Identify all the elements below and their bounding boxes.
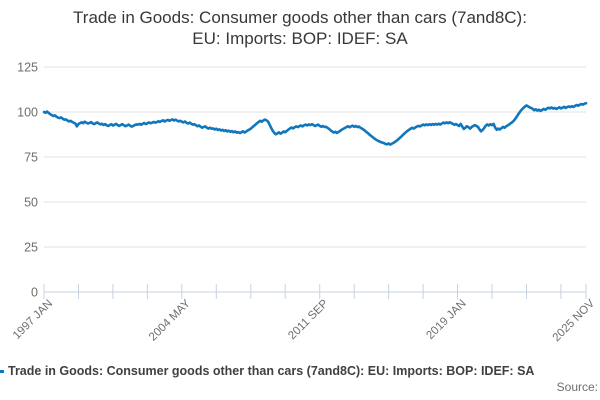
x-tick-label: 2004 MAY xyxy=(147,297,193,343)
plot-area: 0 25 50 75 100 125 1997 JAN 2004 MAY 2011 SEP 201… xyxy=(11,61,598,345)
x-tick-label: 2011 SEP xyxy=(286,297,331,342)
legend: Trade in Goods: Consumer goods other tha… xyxy=(0,363,600,379)
series-line xyxy=(42,101,588,146)
y-tick-label: 100 xyxy=(17,106,38,120)
chart-title-line1: Trade in Goods: Consumer goods other tha… xyxy=(73,8,527,27)
x-tick-label: 2019 JAN xyxy=(424,298,468,342)
x-tick-label: 1997 JAN xyxy=(11,298,55,342)
y-tick-label: 50 xyxy=(24,196,38,210)
y-tick-label: 25 xyxy=(24,241,38,255)
legend-series-label: Trade in Goods: Consumer goods other tha… xyxy=(8,364,535,378)
chart-title-line2: EU: Imports: BOP: IDEF: SA xyxy=(192,29,408,48)
source-note: Source: xyxy=(556,380,598,394)
y-tick-label: 0 xyxy=(31,286,38,300)
x-tick-label: 2025 NOV xyxy=(551,297,598,344)
y-tick-label: 125 xyxy=(17,61,38,75)
chart-title: Trade in Goods: Consumer goods other tha… xyxy=(0,7,600,49)
legend-line-marker xyxy=(0,369,4,373)
y-tick-label: 75 xyxy=(24,151,38,165)
